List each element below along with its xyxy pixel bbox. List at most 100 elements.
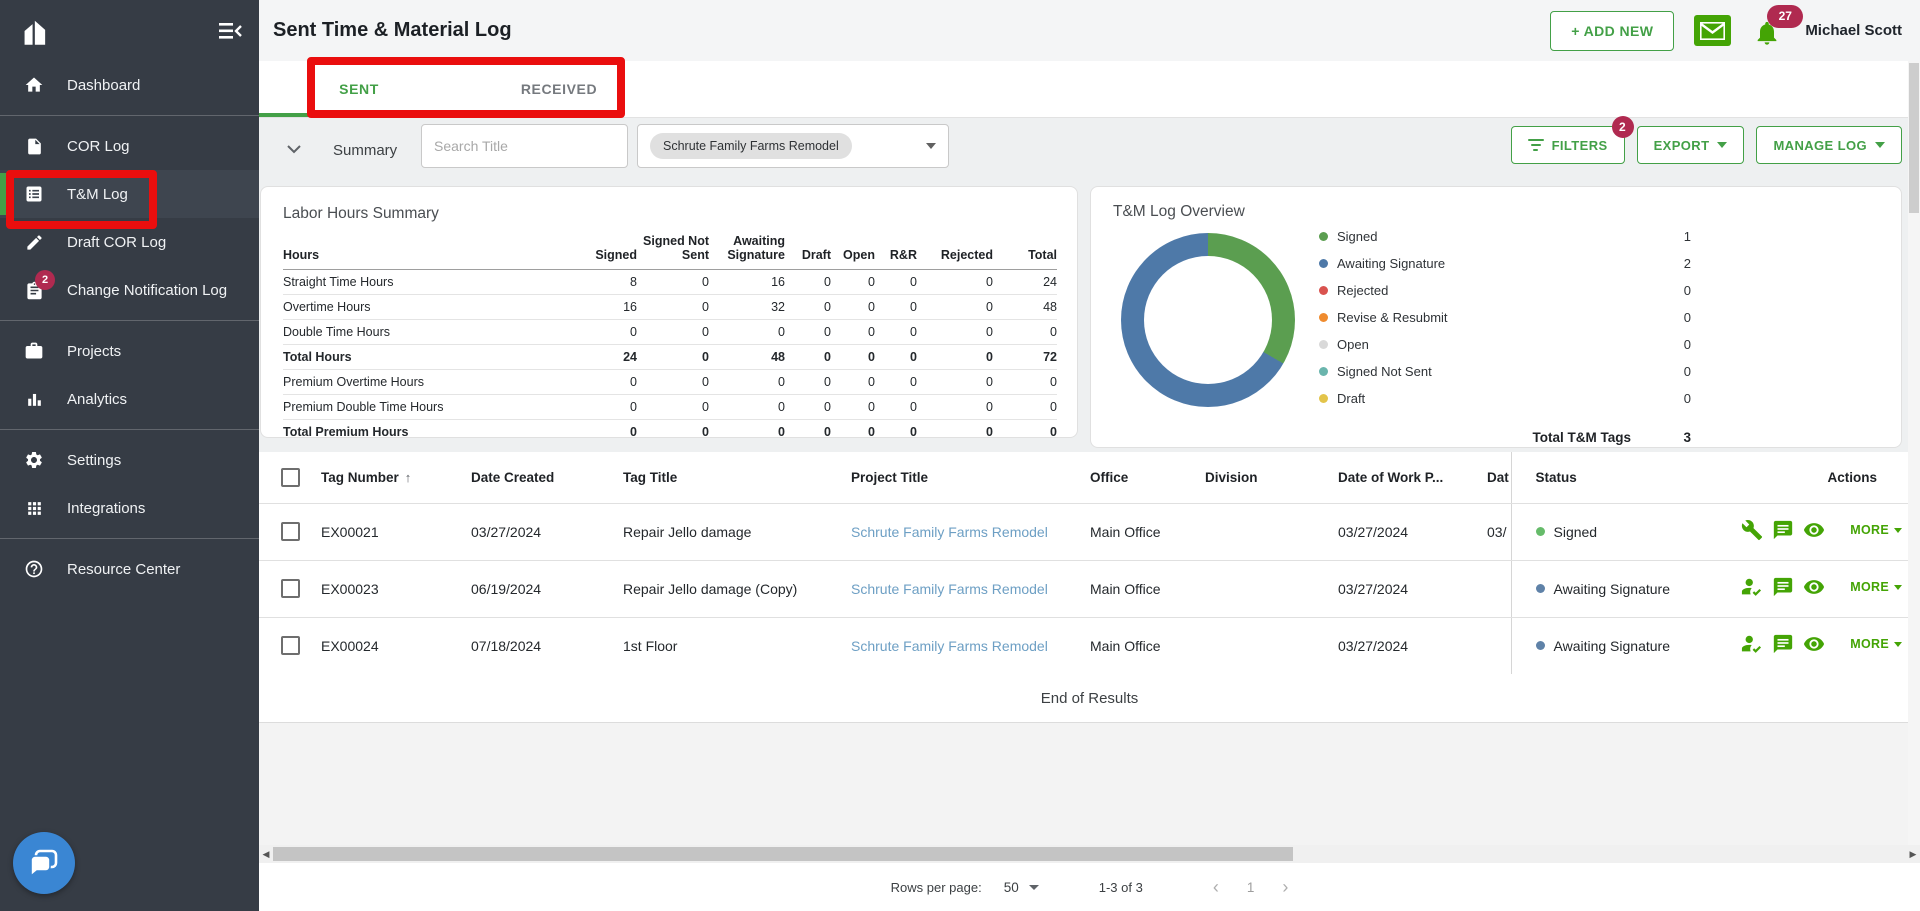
- status-dot-icon: [1535, 640, 1545, 650]
- legend-item: Signed 1: [1319, 223, 1691, 250]
- total-tags-value: 3: [1683, 429, 1691, 445]
- column-header[interactable]: Date Created: [471, 452, 623, 504]
- legend-dot-icon: [1319, 313, 1328, 322]
- more-actions-button[interactable]: MORE: [1850, 523, 1902, 537]
- menu-collapse-icon[interactable]: [217, 20, 243, 42]
- status-cell: Awaiting Signature: [1511, 617, 1700, 675]
- legend-label: Revise & Resubmit: [1337, 310, 1448, 325]
- mail-button[interactable]: [1694, 15, 1732, 46]
- home-icon: [23, 74, 45, 96]
- column-header[interactable]: Project Title: [851, 452, 1090, 504]
- notification-badge: 27: [1767, 4, 1804, 28]
- row-checkbox[interactable]: [280, 636, 300, 655]
- row-checkbox[interactable]: [280, 579, 300, 598]
- more-actions-button[interactable]: MORE: [1850, 580, 1902, 594]
- project-title-link[interactable]: Schrute Family Farms Remodel: [851, 523, 1048, 540]
- current-page-number[interactable]: 1: [1246, 879, 1255, 895]
- legend-label: Awaiting Signature: [1337, 256, 1446, 271]
- project-filter-select[interactable]: Schrute Family Farms Remodel: [637, 124, 949, 168]
- sidebar-item-dashboard[interactable]: Dashboard: [0, 61, 259, 109]
- more-actions-button[interactable]: MORE: [1850, 637, 1902, 651]
- user-name[interactable]: Michael Scott: [1805, 22, 1902, 39]
- tab-received[interactable]: RECEIVED: [520, 81, 598, 97]
- column-header[interactable]: Date of Work P...: [1338, 452, 1487, 504]
- column-header[interactable]: Division: [1205, 452, 1338, 504]
- pagination-range: 1-3 of 3: [1098, 879, 1143, 895]
- chevron-down-icon: [1894, 527, 1902, 533]
- tabstrip: SENT RECEIVED: [259, 61, 1920, 118]
- sidebar-divider: [0, 320, 259, 321]
- column-header[interactable]: Dat: [1487, 452, 1512, 504]
- app-logo: [24, 20, 46, 45]
- prev-page-button[interactable]: ‹: [1212, 877, 1219, 897]
- sidebar-item-cor-log[interactable]: COR Log: [0, 122, 259, 170]
- scroll-left-arrow[interactable]: ◀: [262, 848, 270, 859]
- status-donut-chart: [1121, 233, 1295, 407]
- date-created-cell: 03/27/2024: [471, 503, 623, 561]
- scroll-right-arrow[interactable]: ▶: [1909, 848, 1917, 859]
- legend-item: Awaiting Signature 2: [1319, 250, 1691, 277]
- filters-button[interactable]: FILTERS 2: [1510, 116, 1634, 164]
- sidebar-item-resource-center[interactable]: Resource Center: [0, 545, 259, 593]
- sidebar-divider: [0, 429, 259, 430]
- eye-action-icon[interactable]: [1803, 519, 1825, 541]
- labor-row: Total Premium Hours 0 0 0 0 0 0 0 0: [283, 424, 1057, 439]
- sidebar-item-projects[interactable]: Projects: [0, 327, 259, 375]
- table-row: EX00024 07/18/2024 1st Floor Schrute Fam…: [259, 617, 1920, 675]
- donut-legend: Signed 1 Awaiting Signature 2 Rejected 0…: [1319, 223, 1691, 452]
- comment-action-icon[interactable]: [1772, 576, 1794, 598]
- person-check-action-icon[interactable]: [1741, 576, 1763, 598]
- notifications-button[interactable]: 27: [1751, 4, 1804, 51]
- sidebar: Dashboard COR Log T&M Log Draft COR Log …: [0, 0, 259, 911]
- row-checkbox[interactable]: [280, 522, 300, 541]
- column-header[interactable]: Tag Title: [623, 452, 851, 504]
- labor-row: Premium Overtime Hours 0 0 0 0 0 0 0 0: [283, 369, 1057, 395]
- date-partial-cell: [1487, 560, 1512, 618]
- tag-title-cell: 1st Floor: [623, 617, 851, 675]
- search-title-input[interactable]: [421, 124, 628, 168]
- column-header[interactable]: Tag Number ↑: [321, 452, 471, 504]
- eye-action-icon[interactable]: [1803, 633, 1825, 655]
- horizontal-scrollbar-thumb[interactable]: [273, 847, 1293, 861]
- tag-title-cell: Repair Jello damage (Copy): [623, 560, 851, 618]
- sidebar-item-t-m-log[interactable]: T&M Log: [0, 170, 259, 218]
- sidebar-item-draft-cor-log[interactable]: Draft COR Log: [0, 218, 259, 266]
- next-page-button[interactable]: ›: [1282, 877, 1289, 897]
- comment-action-icon[interactable]: [1772, 633, 1794, 655]
- manage-log-button[interactable]: MANAGE LOG: [1756, 126, 1902, 164]
- select-all-checkbox[interactable]: [280, 467, 300, 487]
- comment-action-icon[interactable]: [1772, 519, 1794, 541]
- legend-label: Signed Not Sent: [1337, 364, 1432, 379]
- labor-hours-table: Hours Signed Signed Not Sent Awaiting Signa…: [283, 231, 1057, 444]
- sidebar-item-analytics[interactable]: Analytics: [0, 375, 259, 423]
- sidebar-item-label: Projects: [67, 342, 122, 360]
- add-new-button[interactable]: + ADD NEW: [1550, 10, 1675, 51]
- column-header[interactable]: Actions: [1700, 452, 1920, 504]
- project-title-link[interactable]: Schrute Family Farms Remodel: [851, 580, 1048, 597]
- project-filter-chip[interactable]: Schrute Family Farms Remodel: [650, 133, 852, 159]
- column-header[interactable]: Status: [1511, 452, 1700, 504]
- sort-asc-icon[interactable]: ↑: [404, 469, 412, 485]
- vertical-scrollbar-thumb[interactable]: [1909, 63, 1919, 213]
- column-header[interactable]: Office: [1090, 452, 1205, 504]
- select-all-checkbox-cell: [259, 452, 321, 504]
- sidebar-item-settings[interactable]: Settings: [0, 436, 259, 484]
- filters-badge: 2: [1611, 116, 1634, 138]
- legend-label: Rejected: [1337, 283, 1389, 298]
- wrench-action-icon[interactable]: [1741, 519, 1763, 541]
- labor-hours-title: Labor Hours Summary: [283, 205, 439, 222]
- labor-column-header: Awaiting Signature: [709, 231, 785, 270]
- tab-sent[interactable]: SENT: [259, 61, 459, 117]
- export-button[interactable]: EXPORT: [1636, 126, 1745, 164]
- sidebar-item-change-notification-log[interactable]: 2 Change Notification Log: [0, 266, 259, 314]
- eye-action-icon[interactable]: [1803, 576, 1825, 598]
- legend-dot-icon: [1319, 367, 1328, 376]
- project-title-link[interactable]: Schrute Family Farms Remodel: [851, 637, 1048, 654]
- summary-label: Summary: [333, 142, 398, 159]
- summary-collapse-icon[interactable]: [286, 144, 302, 154]
- person-check-action-icon[interactable]: [1741, 633, 1763, 655]
- sidebar-item-integrations[interactable]: Integrations: [0, 484, 259, 532]
- sidebar-logo-row: [0, 0, 259, 61]
- chat-button[interactable]: [13, 832, 75, 894]
- rows-per-page-select[interactable]: 50: [1004, 880, 1039, 895]
